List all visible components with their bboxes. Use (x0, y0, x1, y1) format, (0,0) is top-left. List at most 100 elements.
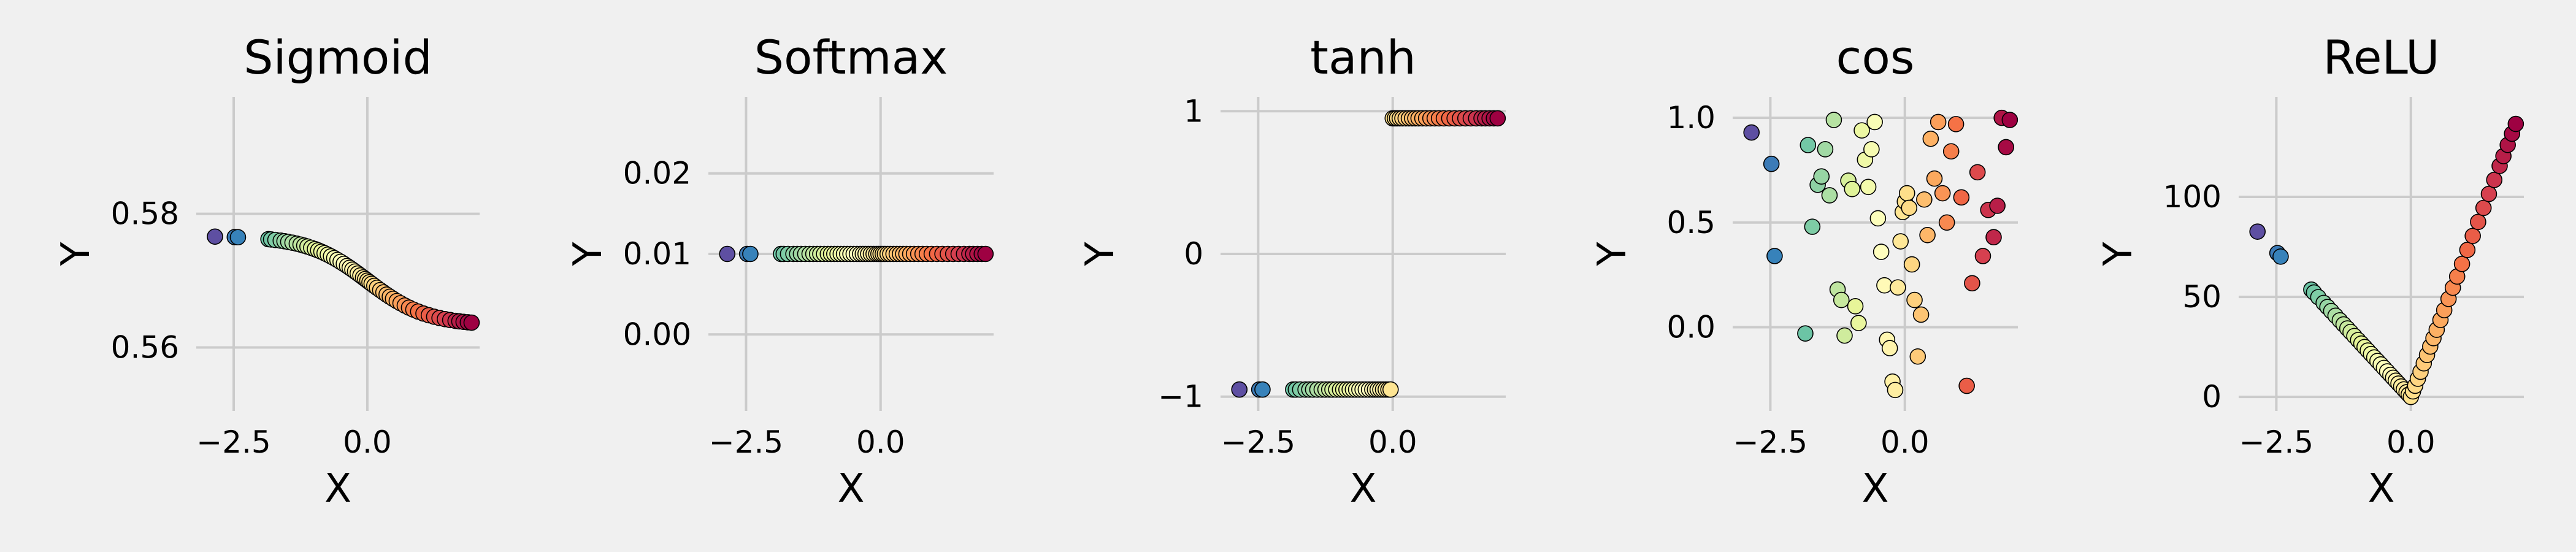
y-tick-label: 0.56 (111, 330, 179, 366)
subplot-sigmoid: 0.56 0.58 −2.5 0.0 Sigmoid X Y (53, 30, 480, 512)
data-point (2453, 256, 2471, 272)
x-tick-label: −2.5 (1733, 424, 1807, 460)
x-tick-label: −2.5 (709, 424, 783, 460)
y-tick-label: 100 (2163, 179, 2221, 215)
y-axis-label: Y (1590, 242, 1635, 267)
data-point (1866, 113, 1883, 131)
data-point (1804, 218, 1821, 235)
x-axis-label: X (838, 466, 865, 512)
data-point (977, 245, 994, 263)
y-axis-label: Y (53, 242, 99, 267)
data-point (1813, 168, 1830, 185)
chart-title: Sigmoid (243, 30, 432, 85)
y-tick-label: 0 (1184, 236, 1203, 272)
data-point (1821, 187, 1838, 204)
data-point (207, 228, 223, 245)
data-point (1876, 277, 1893, 294)
y-tick-label: 1 (1184, 93, 1203, 129)
data-point (1860, 178, 1877, 196)
data-point (1964, 275, 1980, 292)
data-point (1800, 137, 1817, 153)
data-point (1901, 199, 1918, 217)
data-point (1922, 130, 1939, 147)
data-point (1903, 256, 1920, 273)
x-tick-label: −2.5 (1221, 424, 1295, 460)
chart-title: tanh (1310, 30, 1416, 85)
subplot-tanh: −1 0 1 −2.5 0.0 tanh X Y (1078, 30, 1506, 512)
data-point (1953, 189, 1970, 206)
y-tick-label: −1 (1158, 379, 1203, 415)
data-point (1863, 141, 1880, 158)
y-tick-label: 0.0 (1666, 309, 1715, 345)
data-point (1909, 348, 1926, 365)
data-point (719, 245, 736, 263)
y-tick-label: 0.00 (623, 316, 691, 352)
data-point (1817, 141, 1834, 158)
data-point (1919, 226, 1936, 243)
data-point (1869, 210, 1887, 227)
y-tick-label: 0.5 (1666, 205, 1715, 240)
data-point (1797, 325, 1814, 342)
data-point (1254, 381, 1271, 398)
data-point (2480, 185, 2497, 202)
data-point (1873, 243, 1890, 260)
x-tick-label: 0.0 (856, 424, 905, 460)
data-point (1844, 180, 1861, 197)
data-point (1898, 185, 1915, 202)
x-tick-label: −2.5 (196, 424, 270, 460)
data-point (1850, 315, 1867, 331)
data-point (1887, 381, 1904, 399)
data-point (1766, 248, 1783, 264)
y-axis-label: Y (1078, 242, 1123, 267)
data-point (1938, 214, 1955, 231)
x-tick-label: 0.0 (343, 424, 392, 460)
data-point (1836, 327, 1853, 344)
data-point (1382, 381, 1399, 398)
data-point (2507, 115, 2524, 132)
data-point (1743, 124, 1760, 141)
data-point (1985, 229, 2002, 245)
data-point (2459, 242, 2476, 258)
subplot-cos: 0.0 0.5 1.0 −2.5 0.0 cos X Y (1590, 30, 2018, 512)
data-point (1853, 122, 1870, 139)
y-tick-label: 0.01 (623, 236, 691, 272)
x-axis-label: X (1350, 466, 1377, 512)
x-tick-label: 0.0 (2386, 424, 2436, 460)
x-tick-label: 0.0 (1368, 424, 1417, 460)
data-point (1231, 381, 1248, 398)
data-point (2486, 172, 2503, 188)
data-point (1934, 185, 1951, 202)
data-point (1906, 291, 1923, 309)
data-point (1763, 155, 1780, 172)
data-point (1916, 191, 1933, 208)
data-point (1969, 164, 1986, 181)
data-point (1942, 143, 1960, 160)
x-axis-label: X (1862, 466, 1889, 512)
chart-title: cos (1836, 30, 1915, 85)
chart-title: Softmax (754, 30, 948, 85)
x-tick-label: −2.5 (2239, 424, 2313, 460)
y-axis-label: Y (2096, 242, 2141, 267)
data-point (1930, 113, 1947, 131)
data-point (2272, 248, 2289, 265)
data-point (1912, 306, 1930, 323)
y-tick-label: 0.02 (623, 156, 691, 191)
chart-title: ReLU (2323, 30, 2439, 85)
data-point (1890, 279, 1906, 296)
data-point (2249, 223, 2266, 240)
y-tick-label: 50 (2182, 279, 2221, 315)
data-point (2001, 112, 2018, 128)
y-axis-label: Y (565, 242, 611, 267)
data-point (742, 245, 759, 263)
x-axis-label: X (324, 466, 351, 512)
data-point (1847, 298, 1864, 315)
data-point (1489, 110, 1506, 127)
data-point (1947, 116, 1965, 132)
data-point (1825, 112, 1842, 128)
data-point (1989, 197, 2006, 214)
data-point (229, 229, 247, 246)
data-point (1833, 291, 1850, 309)
data-point (463, 314, 480, 331)
y-tick-label: 1.0 (1666, 100, 1715, 136)
